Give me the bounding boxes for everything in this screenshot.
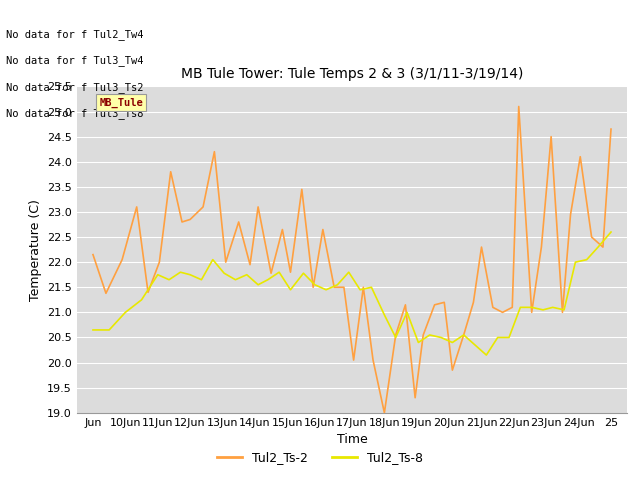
Legend: Tul2_Ts-2, Tul2_Ts-8: Tul2_Ts-2, Tul2_Ts-8 [212, 446, 428, 469]
Text: No data for f Tul2_Tw4: No data for f Tul2_Tw4 [6, 29, 144, 40]
Text: No data for f Tul3_Ts8: No data for f Tul3_Ts8 [6, 108, 144, 119]
X-axis label: Time: Time [337, 433, 367, 446]
Text: No data for f Tul3_Tw4: No data for f Tul3_Tw4 [6, 55, 144, 66]
Text: No data for f Tul3_Ts2: No data for f Tul3_Ts2 [6, 82, 144, 93]
Text: MB_Tule: MB_Tule [99, 97, 143, 108]
Title: MB Tule Tower: Tule Temps 2 & 3 (3/1/11-3/19/14): MB Tule Tower: Tule Temps 2 & 3 (3/1/11-… [181, 67, 523, 81]
Y-axis label: Temperature (C): Temperature (C) [29, 199, 42, 300]
